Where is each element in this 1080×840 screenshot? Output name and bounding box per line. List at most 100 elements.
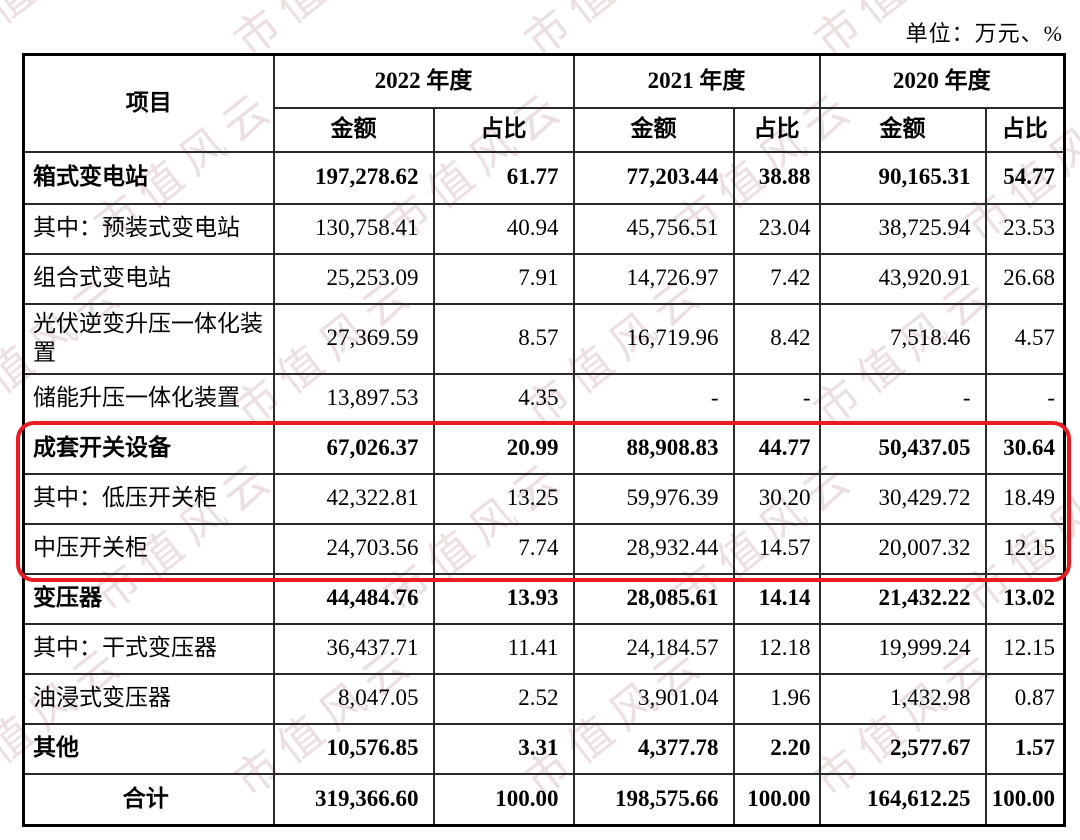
- cell-value: 77,203.44: [572, 150, 735, 205]
- row-label: 成套开关设备: [22, 422, 275, 475]
- cell-value: 164,612.25: [818, 772, 987, 827]
- cell-value: 8.57: [432, 302, 575, 375]
- cell-value: 38,725.94: [818, 202, 987, 255]
- cell-value: 61.77: [432, 150, 575, 205]
- cell-value: 13.93: [432, 572, 575, 625]
- cell-value: 319,366.60: [272, 772, 435, 827]
- cell-value: 24,703.56: [272, 522, 435, 575]
- header-item: 项目: [22, 53, 275, 153]
- cell-value: 23.53: [984, 202, 1066, 255]
- cell-value: 43,920.91: [818, 252, 987, 305]
- cell-value: 14.14: [732, 572, 821, 625]
- cell-value: 4.35: [432, 372, 575, 425]
- cell-value: 26.68: [984, 252, 1066, 305]
- table-row: 变压器 44,484.76 13.93 28,085.61 14.14 21,432.22…: [22, 572, 1066, 625]
- cell-value: 13.02: [984, 572, 1066, 625]
- cell-value: 3.31: [432, 722, 575, 775]
- cell-value: 30.20: [732, 472, 821, 525]
- table-row: 组合式变电站 25,253.09 7.91 14,726.97 7.42 43,920.9…: [22, 252, 1066, 305]
- table-row: 合计 319,366.60 100.00 198,575.66 100.00 164,61…: [22, 772, 1066, 827]
- cell-value: -: [818, 372, 987, 425]
- cell-value: 12.15: [984, 622, 1066, 675]
- cell-value: 4.57: [984, 302, 1066, 375]
- cell-value: 59,976.39: [572, 472, 735, 525]
- cell-value: 44,484.76: [272, 572, 435, 625]
- cell-value: 14,726.97: [572, 252, 735, 305]
- cell-value: -: [984, 372, 1066, 425]
- cell-value: 44.77: [732, 422, 821, 475]
- table-row: 储能升压一体化装置 13,897.53 4.35- - - -: [22, 372, 1066, 425]
- cell-value: 14.57: [732, 522, 821, 575]
- cell-value: 90,165.31: [818, 150, 987, 205]
- row-label: 中压开关柜: [22, 522, 275, 575]
- cell-value: 12.15: [984, 522, 1066, 575]
- table-row: 其中：低压开关柜 42,322.81 13.25 59,976.39 30.20 30,4…: [22, 472, 1066, 525]
- revenue-table-wrapper: 项目 2022 年度 2021 年度 2020 年度 金额 占比 金额 占比 金…: [22, 53, 1066, 827]
- header-year-2020: 2020 年度: [818, 53, 1066, 109]
- header-amount-2020: 金额: [818, 106, 987, 153]
- cell-value: 4,377.78: [572, 722, 735, 775]
- cell-value: 30.64: [984, 422, 1066, 475]
- cell-value: 7,518.46: [818, 302, 987, 375]
- revenue-breakdown-table: 项目 2022 年度 2021 年度 2020 年度 金额 占比 金额 占比 金…: [22, 53, 1066, 827]
- cell-value: 36,437.71: [272, 622, 435, 675]
- cell-value: -: [572, 372, 735, 425]
- cell-value: 54.77: [984, 150, 1066, 205]
- table-header: 项目 2022 年度 2021 年度 2020 年度 金额 占比 金额 占比 金…: [22, 53, 1066, 153]
- cell-value: 88,908.83: [572, 422, 735, 475]
- cell-value: 100.00: [432, 772, 575, 827]
- cell-value: 1.96: [732, 672, 821, 725]
- cell-value: 13.25: [432, 472, 575, 525]
- row-label: 光伏逆变升压一体化装置: [22, 302, 275, 375]
- cell-value: -: [732, 372, 821, 425]
- row-label: 其中：预装式变电站: [22, 202, 275, 255]
- header-ratio-2020: 占比: [984, 106, 1066, 153]
- row-label: 组合式变电站: [22, 252, 275, 305]
- cell-value: 197,278.62: [272, 150, 435, 205]
- cell-value: 23.04: [732, 202, 821, 255]
- cell-value: 198,575.66: [572, 772, 735, 827]
- cell-value: 11.41: [432, 622, 575, 675]
- cell-value: 3,901.04: [572, 672, 735, 725]
- unit-label: 单位：万元、%: [905, 21, 1063, 46]
- cell-value: 20,007.32: [818, 522, 987, 575]
- cell-value: 18.49: [984, 472, 1066, 525]
- header-year-2022: 2022 年度: [272, 53, 575, 109]
- cell-value: 24,184.57: [572, 622, 735, 675]
- cell-value: 27,369.59: [272, 302, 435, 375]
- table-row: 油浸式变压器 8,047.05 2.52 3,901.04 1.96 1,432.98 0.…: [22, 672, 1066, 725]
- cell-value: 67,026.37: [272, 422, 435, 475]
- row-label: 合计: [22, 772, 275, 827]
- cell-value: 0.87: [984, 672, 1066, 725]
- cell-value: 28,085.61: [572, 572, 735, 625]
- cell-value: 130,758.41: [272, 202, 435, 255]
- row-label: 其中：低压开关柜: [22, 472, 275, 525]
- cell-value: 8,047.05: [272, 672, 435, 725]
- cell-value: 2.20: [732, 722, 821, 775]
- cell-value: 1,432.98: [818, 672, 987, 725]
- header-year-2021: 2021 年度: [572, 53, 821, 109]
- header-amount-2022: 金额: [272, 106, 435, 153]
- cell-value: 25,253.09: [272, 252, 435, 305]
- row-label: 其中：干式变压器: [22, 622, 275, 675]
- table-row: 其中：干式变压器 36,437.71 11.41 24,184.57 12.18 19,9…: [22, 622, 1066, 675]
- cell-value: 16,719.96: [572, 302, 735, 375]
- cell-value: 30,429.72: [818, 472, 987, 525]
- cell-value: 40.94: [432, 202, 575, 255]
- cell-value: 7.74: [432, 522, 575, 575]
- cell-value: 12.18: [732, 622, 821, 675]
- cell-value: 2.52: [432, 672, 575, 725]
- cell-value: 45,756.51: [572, 202, 735, 255]
- cell-value: 42,322.81: [272, 472, 435, 525]
- row-label: 储能升压一体化装置: [22, 372, 275, 425]
- cell-value: 38.88: [732, 150, 821, 205]
- cell-value: 19,999.24: [818, 622, 987, 675]
- cell-value: 100.00: [732, 772, 821, 827]
- cell-value: 8.42: [732, 302, 821, 375]
- cell-value: 21,432.22: [818, 572, 987, 625]
- cell-value: 50,437.05: [818, 422, 987, 475]
- row-label: 其他: [22, 722, 275, 775]
- row-label: 油浸式变压器: [22, 672, 275, 725]
- cell-value: 1.57: [984, 722, 1066, 775]
- cell-value: 28,932.44: [572, 522, 735, 575]
